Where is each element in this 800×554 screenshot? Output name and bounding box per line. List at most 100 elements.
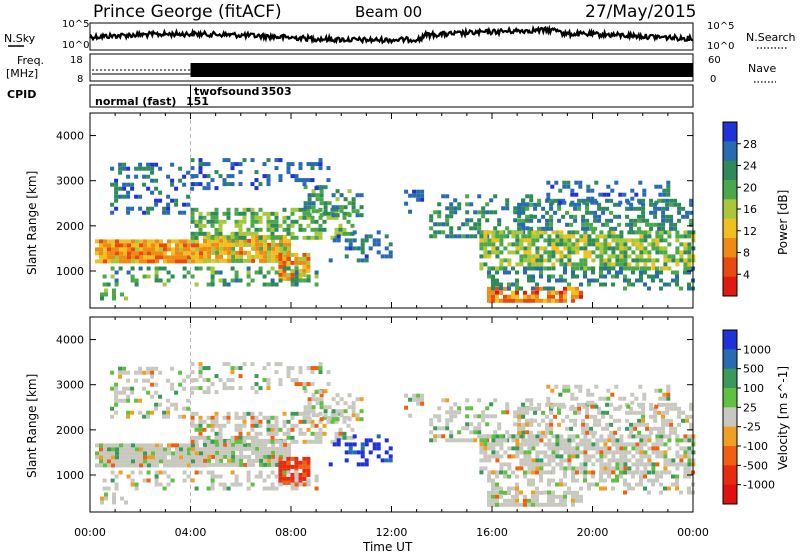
power-cell xyxy=(527,278,531,283)
power-cell xyxy=(497,218,502,223)
power-cell xyxy=(122,182,127,187)
velocity-cell xyxy=(649,406,654,411)
velocity-cell xyxy=(298,427,303,432)
velocity-cell xyxy=(531,498,535,503)
power-cell xyxy=(543,246,548,251)
velocity-cell xyxy=(143,447,147,452)
velocity-ylabel: Slant Range [km] xyxy=(25,374,39,478)
power-cell xyxy=(202,174,207,179)
power-cell xyxy=(671,254,676,259)
power-cell xyxy=(122,186,127,191)
velocity-cell xyxy=(163,451,167,456)
velocity-cell xyxy=(339,413,344,418)
power-cell xyxy=(479,238,484,243)
velocity-cell xyxy=(515,450,520,455)
power-cell xyxy=(283,234,288,239)
velocity-cell xyxy=(499,490,503,495)
velocity-cell xyxy=(529,430,534,435)
velocity-cell xyxy=(685,418,690,423)
power-cell xyxy=(290,174,295,179)
power-cell xyxy=(523,238,528,243)
velocity-cell xyxy=(150,370,155,375)
velocity-cell xyxy=(190,378,195,383)
power-cell xyxy=(130,278,135,283)
velocity-cell xyxy=(651,442,656,447)
velocity-cell xyxy=(603,470,607,475)
velocity-cell xyxy=(131,459,135,464)
velocity-cell xyxy=(579,450,584,455)
power-cell xyxy=(567,282,571,287)
power-cell xyxy=(669,202,674,207)
power-cell xyxy=(489,198,494,203)
velocity-cell xyxy=(687,434,692,439)
power-cell xyxy=(535,282,539,287)
power-cell xyxy=(223,242,228,247)
velocity-cell xyxy=(318,362,323,367)
velocity-cell xyxy=(254,431,259,436)
power-cell xyxy=(187,251,191,256)
power-cell xyxy=(441,194,446,199)
power-cell xyxy=(298,256,303,261)
velocity-cell xyxy=(238,366,243,371)
power-cell xyxy=(575,238,580,243)
velocity-cell xyxy=(491,450,496,455)
velocity-cell xyxy=(559,494,563,499)
power-cell xyxy=(610,188,615,193)
velocity-cell xyxy=(298,382,303,387)
power-cell xyxy=(242,158,247,163)
velocity-cell xyxy=(555,454,560,459)
power-cell xyxy=(134,166,139,171)
velocity-cell xyxy=(306,460,311,465)
velocity-cell xyxy=(162,486,167,491)
power-cell xyxy=(310,219,315,224)
velocity-cell xyxy=(535,490,539,495)
power-cell xyxy=(567,234,572,239)
power-cell xyxy=(355,209,360,214)
velocity-cell xyxy=(607,470,611,475)
velocity-cell xyxy=(104,496,108,501)
velocity-cell xyxy=(597,418,602,423)
velocity-cell xyxy=(487,502,491,507)
power-cell xyxy=(583,230,588,235)
velocity-cell xyxy=(282,431,287,436)
velocity-cell xyxy=(541,410,546,415)
power-cell xyxy=(571,298,575,303)
velocity-cell xyxy=(651,482,655,487)
velocity-cell xyxy=(346,423,351,428)
power-cell xyxy=(246,282,251,287)
power-cell xyxy=(127,259,131,264)
power-cell xyxy=(359,193,364,198)
power-cell xyxy=(487,274,491,279)
velocity-cell xyxy=(587,470,591,475)
power-cell xyxy=(351,209,356,214)
power-cell xyxy=(258,207,263,212)
power-cell xyxy=(557,206,562,211)
power-cell xyxy=(274,166,279,171)
velocity-cell xyxy=(681,418,686,423)
velocity-cell xyxy=(126,474,131,479)
velocity-cell xyxy=(617,418,622,423)
velocity-cell xyxy=(641,410,646,415)
power-cell xyxy=(250,158,255,163)
power-cell xyxy=(627,262,632,267)
velocity-cell xyxy=(507,466,512,471)
power-cell xyxy=(175,239,179,244)
power-cell xyxy=(311,201,316,206)
velocity-cell xyxy=(630,392,635,397)
velocity-cell xyxy=(222,486,227,491)
velocity-cell xyxy=(182,478,187,483)
velocity-cell xyxy=(210,474,215,479)
power-cell xyxy=(453,234,458,239)
power-cell xyxy=(274,282,279,287)
velocity-cell xyxy=(651,446,656,451)
power-cell xyxy=(206,182,211,187)
velocity-cell xyxy=(550,404,555,409)
power-cell xyxy=(445,214,450,219)
velocity-cell xyxy=(559,446,564,451)
power-cell xyxy=(517,202,522,207)
power-cell xyxy=(126,270,131,275)
velocity-cell xyxy=(158,370,163,375)
velocity-cell xyxy=(146,410,151,415)
velocity-cell xyxy=(235,446,240,451)
velocity-cell xyxy=(352,442,357,447)
